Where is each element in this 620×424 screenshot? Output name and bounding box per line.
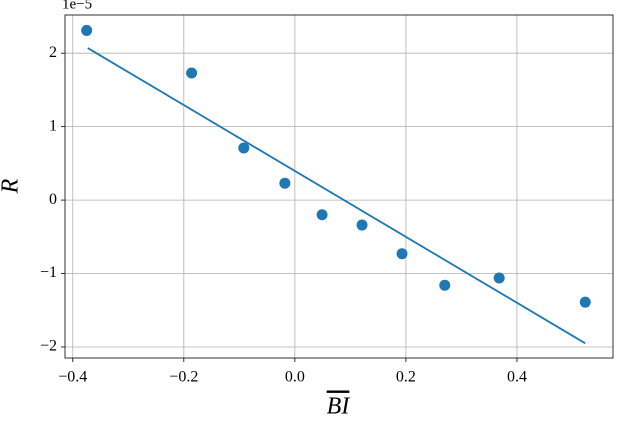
- data-point: [439, 279, 451, 291]
- y-tick-label: 1: [49, 117, 57, 134]
- data-point: [356, 219, 368, 231]
- x-tick-label: 0.2: [396, 369, 416, 386]
- data-point: [238, 142, 250, 154]
- y-tick-label: 0: [49, 191, 57, 208]
- y-tick-label: −1: [40, 264, 57, 281]
- x-axis-label: BI: [327, 394, 351, 420]
- y-offset-label: 1e−5: [62, 0, 92, 12]
- y-axis-label: R: [0, 178, 24, 194]
- data-point: [279, 177, 291, 189]
- data-point: [81, 24, 93, 36]
- x-tick-label: −0.2: [169, 369, 198, 386]
- data-point: [186, 67, 198, 79]
- x-tick-label: −0.4: [58, 369, 87, 386]
- fit-line: [87, 47, 586, 345]
- y-tick-label: 2: [49, 44, 57, 61]
- data-point: [316, 209, 328, 221]
- x-tick-label: 0.0: [285, 369, 305, 386]
- y-tick-label: −2: [40, 338, 57, 355]
- x-tick-label: 0.4: [507, 369, 527, 386]
- data-point: [579, 296, 591, 308]
- data-point: [396, 248, 408, 260]
- data-point: [493, 272, 505, 284]
- plot-frame: [64, 14, 614, 359]
